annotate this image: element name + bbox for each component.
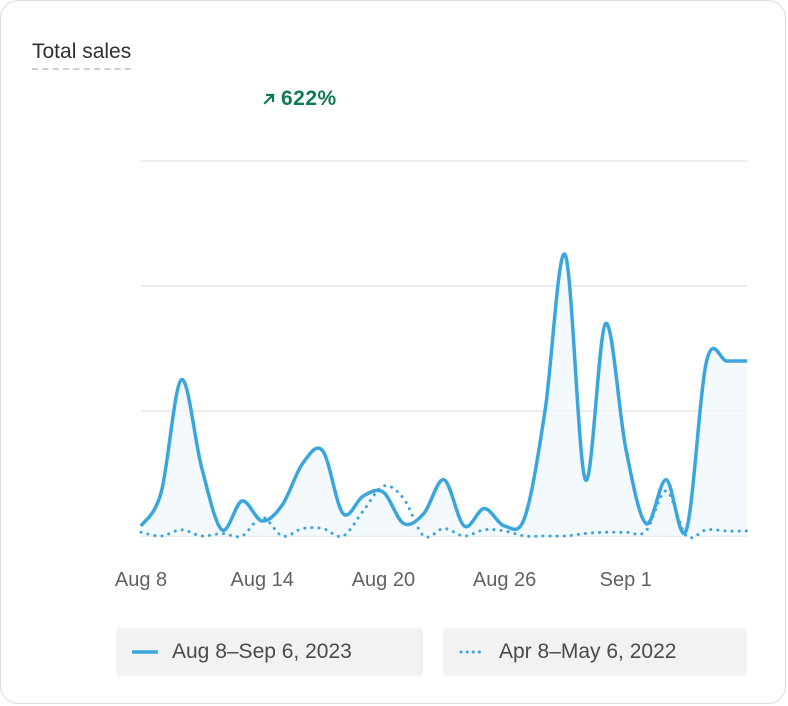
arrow-up-right-icon — [263, 93, 275, 105]
series-line-current — [139, 252, 747, 535]
x-tick-label: Sep 1 — [600, 569, 652, 591]
x-tick-label: Aug 8 — [115, 569, 167, 591]
dotted-line-swatch-icon — [459, 650, 485, 654]
legend-item-current[interactable]: Aug 8–Sep 6, 2023 — [116, 628, 423, 676]
sales-change-value: 622% — [281, 87, 337, 110]
x-tick-label: Aug 14 — [231, 569, 294, 591]
x-axis-ticks: Aug 8 Aug 14 Aug 20 Aug 26 Sep 1 — [115, 569, 652, 591]
card-title[interactable]: Total sales — [32, 39, 132, 70]
solid-line-swatch-icon — [132, 650, 158, 654]
sales-change: 622% — [263, 87, 337, 111]
series-area-current — [141, 254, 747, 536]
legend-label-previous: Apr 8–May 6, 2022 — [499, 640, 677, 663]
sales-line-chart: Aug 8 Aug 14 Aug 20 Aug 26 Sep 1 — [115, 160, 749, 591]
legend-label-current: Aug 8–Sep 6, 2023 — [172, 640, 352, 663]
x-tick-label: Aug 20 — [352, 569, 415, 591]
x-tick-label: Aug 26 — [473, 569, 536, 591]
legend-item-previous[interactable]: Apr 8–May 6, 2022 — [443, 628, 747, 676]
